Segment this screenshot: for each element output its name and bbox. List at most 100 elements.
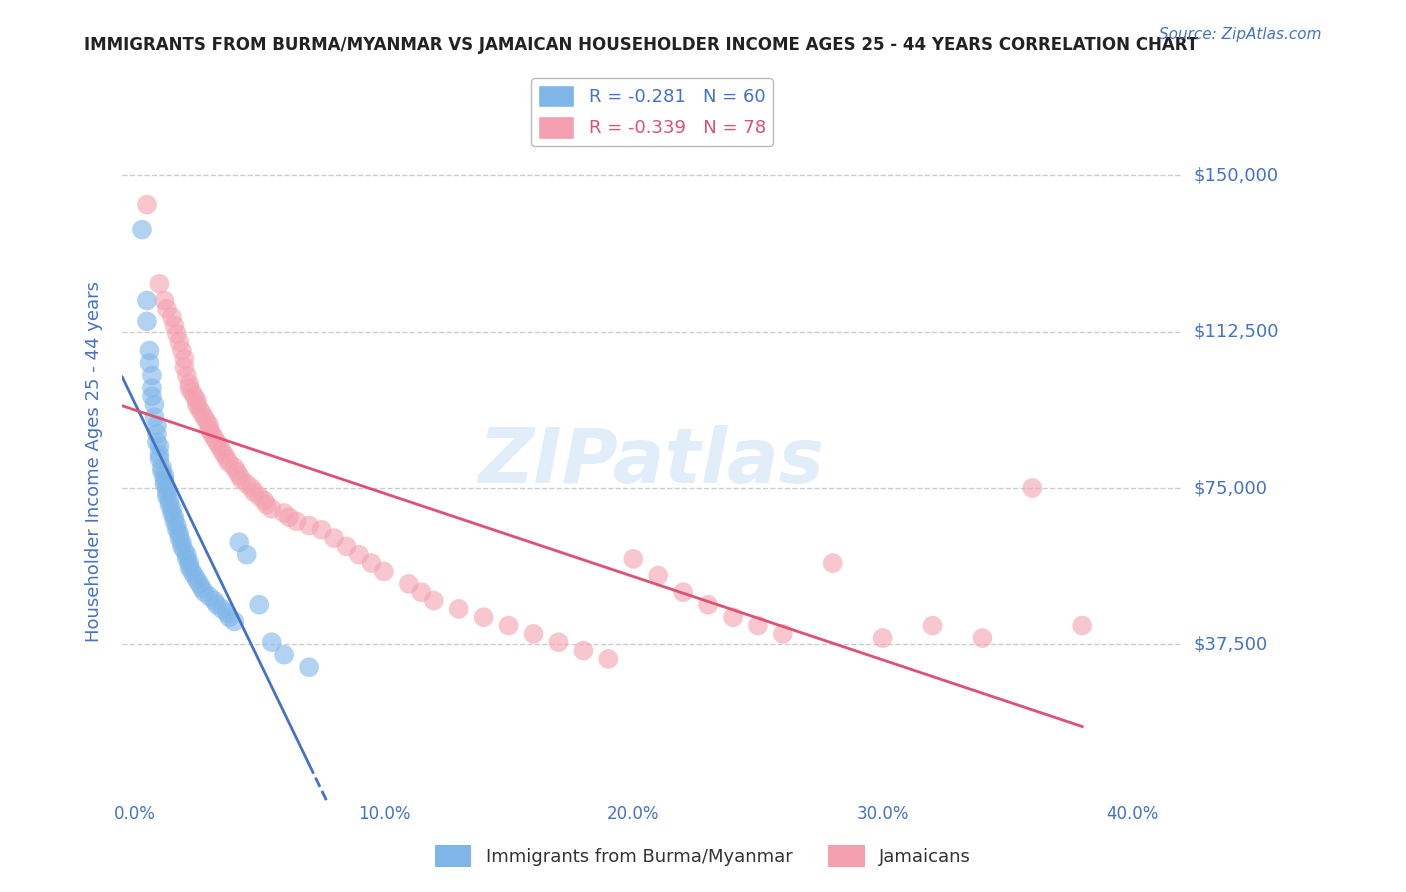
Point — [169, 527, 191, 541]
Point — [148, 451, 170, 466]
Point — [169, 531, 191, 545]
Point — [150, 460, 173, 475]
Point — [208, 439, 231, 453]
Point — [156, 485, 179, 500]
Point — [1071, 618, 1094, 632]
Point — [472, 610, 495, 624]
Point — [273, 506, 295, 520]
Point — [411, 585, 433, 599]
Point — [186, 393, 208, 408]
Point — [747, 618, 769, 632]
Point — [447, 602, 470, 616]
Point — [138, 356, 160, 370]
Point — [160, 501, 183, 516]
Point — [153, 293, 176, 308]
Point — [225, 464, 247, 478]
Point — [872, 631, 894, 645]
Point — [148, 277, 170, 291]
Legend: Immigrants from Burma/Myanmar, Jamaicans: Immigrants from Burma/Myanmar, Jamaicans — [427, 838, 979, 874]
Point — [188, 577, 211, 591]
Point — [240, 481, 263, 495]
Point — [148, 448, 170, 462]
Point — [721, 610, 744, 624]
Point — [247, 598, 270, 612]
Point — [598, 652, 620, 666]
Point — [136, 314, 159, 328]
Point — [201, 426, 224, 441]
Point — [173, 351, 195, 366]
Point — [156, 481, 179, 495]
Point — [195, 414, 218, 428]
Legend: R = -0.281   N = 60, R = -0.339   N = 78: R = -0.281 N = 60, R = -0.339 N = 78 — [531, 78, 773, 145]
Point — [347, 548, 370, 562]
Point — [176, 368, 198, 383]
Text: ZIPatlas: ZIPatlas — [479, 425, 825, 499]
Point — [205, 598, 228, 612]
Point — [141, 381, 163, 395]
Point — [323, 531, 346, 545]
Point — [423, 593, 446, 607]
Point — [211, 602, 233, 616]
Point — [498, 618, 520, 632]
Y-axis label: Householder Income Ages 25 - 44 years: Householder Income Ages 25 - 44 years — [86, 282, 103, 642]
Point — [298, 660, 321, 674]
Point — [160, 506, 183, 520]
Point — [198, 590, 221, 604]
Point — [697, 598, 720, 612]
Point — [253, 493, 276, 508]
Point — [153, 473, 176, 487]
Point — [278, 510, 301, 524]
Point — [156, 301, 179, 316]
Point — [166, 326, 188, 341]
Point — [153, 468, 176, 483]
Point — [169, 335, 191, 350]
Point — [256, 498, 278, 512]
Point — [163, 515, 186, 529]
Point — [131, 222, 153, 236]
Point — [260, 501, 283, 516]
Point — [166, 518, 188, 533]
Point — [202, 431, 225, 445]
Point — [547, 635, 569, 649]
Point — [647, 568, 669, 582]
Point — [215, 451, 238, 466]
Point — [173, 543, 195, 558]
Point — [198, 418, 221, 433]
Point — [191, 581, 214, 595]
Point — [179, 556, 201, 570]
Point — [772, 627, 794, 641]
Point — [176, 548, 198, 562]
Point — [198, 423, 221, 437]
Point — [672, 585, 695, 599]
Point — [215, 606, 238, 620]
Point — [231, 473, 253, 487]
Point — [972, 631, 994, 645]
Point — [572, 643, 595, 657]
Point — [180, 385, 202, 400]
Point — [179, 381, 201, 395]
Point — [136, 197, 159, 211]
Point — [146, 426, 169, 441]
Point — [228, 535, 250, 549]
Point — [218, 610, 240, 624]
Point — [398, 577, 420, 591]
Point — [138, 343, 160, 358]
Point — [173, 360, 195, 375]
Point — [211, 443, 233, 458]
Point — [360, 556, 382, 570]
Point — [176, 552, 198, 566]
Point — [273, 648, 295, 662]
Text: Source: ZipAtlas.com: Source: ZipAtlas.com — [1159, 27, 1322, 42]
Point — [191, 406, 214, 420]
Point — [146, 418, 169, 433]
Point — [224, 460, 246, 475]
Point — [163, 318, 186, 333]
Point — [243, 485, 266, 500]
Point — [260, 635, 283, 649]
Point — [218, 456, 240, 470]
Point — [150, 464, 173, 478]
Point — [143, 410, 166, 425]
Point — [146, 435, 169, 450]
Point — [821, 556, 844, 570]
Point — [170, 343, 193, 358]
